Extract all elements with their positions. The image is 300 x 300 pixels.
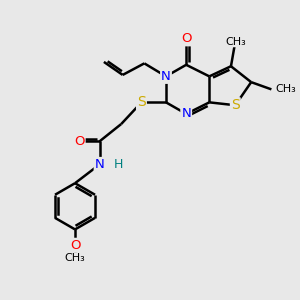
Text: O: O: [181, 32, 191, 45]
Text: S: S: [231, 98, 240, 112]
Text: N: N: [95, 158, 104, 171]
Text: CH₃: CH₃: [276, 84, 296, 94]
Text: O: O: [74, 135, 85, 148]
Text: H: H: [114, 158, 123, 171]
Text: N: N: [181, 107, 191, 120]
Text: CH₃: CH₃: [225, 37, 246, 47]
Text: S: S: [137, 95, 146, 110]
Text: O: O: [70, 239, 80, 252]
Text: N: N: [161, 70, 171, 83]
Text: CH₃: CH₃: [65, 253, 85, 263]
